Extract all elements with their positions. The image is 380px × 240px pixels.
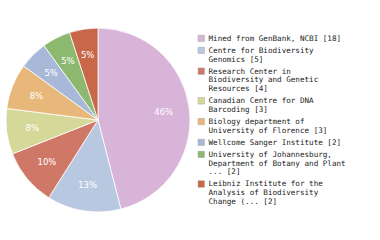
legend-swatch <box>198 68 205 75</box>
legend-swatch <box>198 181 205 188</box>
data-label: 46% <box>154 107 173 117</box>
legend-entry: Centre for BiodiversityGenomics [5] <box>209 46 315 64</box>
data-label: 5% <box>44 68 58 78</box>
slices <box>6 28 190 212</box>
legend-entry: Biology department ofUniversity of Flore… <box>209 117 328 135</box>
legend-swatch <box>198 151 205 158</box>
legend-swatch <box>198 47 205 54</box>
chart: 46%13%10%8%8%5%5%5%Mined from GenBank, N… <box>0 0 380 240</box>
legend-entry: University of Johannesburg,Department of… <box>209 150 346 177</box>
data-label: 13% <box>78 180 97 190</box>
legend-entry: Canadian Centre for DNABarcoding [3] <box>209 96 315 114</box>
legend-entry: Leibniz Institute for theAnalysis of Bio… <box>209 179 324 206</box>
data-labels: 46%13%10%8%8%5%5%5% <box>26 50 174 191</box>
slice <box>70 28 98 120</box>
legend-swatch <box>198 118 205 125</box>
data-label: 8% <box>30 91 44 101</box>
legend-swatch <box>198 35 205 42</box>
data-label: 5% <box>61 56 75 66</box>
data-label: 5% <box>81 50 95 60</box>
legend-entry: Wellcome Sanger Institute [2] <box>209 138 342 147</box>
legend-swatch <box>198 139 205 146</box>
data-label: 8% <box>26 123 40 133</box>
legend-swatch <box>198 98 205 105</box>
legend: Mined from GenBank, NCBI [18] Centre for … <box>198 34 346 206</box>
legend-entry: Research Center inBiodiversity and Genet… <box>209 67 319 94</box>
data-label: 10% <box>38 157 57 167</box>
legend-entry: Mined from GenBank, NCBI [18] <box>209 34 342 43</box>
